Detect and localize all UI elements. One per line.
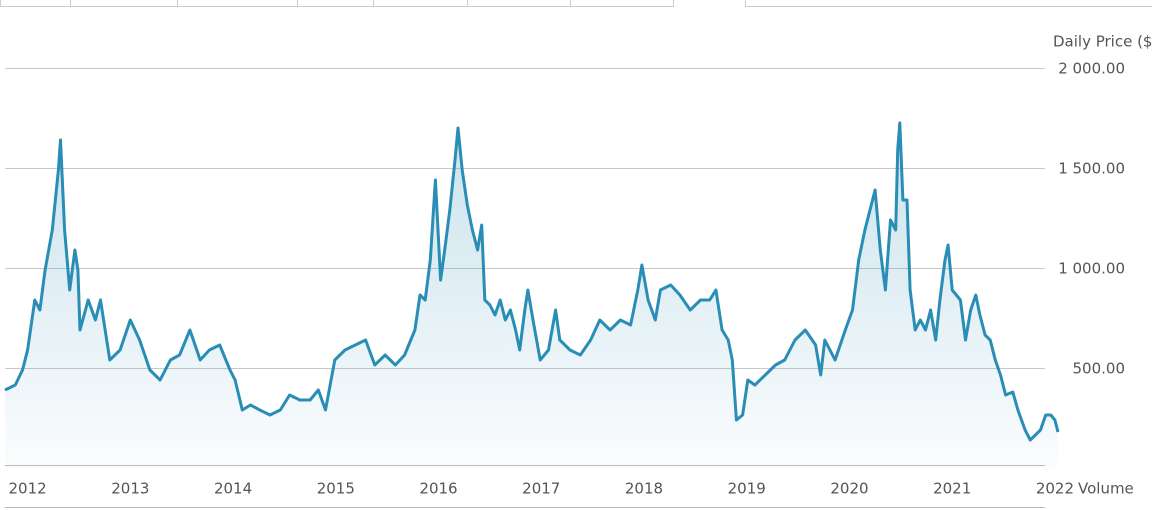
x-tick-label: 2017 <box>522 480 560 498</box>
volume-label: Volume <box>1078 480 1134 498</box>
y-tick-label: 1 500.00 <box>1058 160 1125 178</box>
x-tick-label: 2012 <box>9 480 47 498</box>
x-tick-label: 2014 <box>214 480 252 498</box>
y-tick-label: 2 000.00 <box>1058 60 1125 78</box>
y-axis-title: Daily Price ($) <box>1053 33 1152 51</box>
x-tick-label: 2022 <box>1036 480 1074 498</box>
top-tabs <box>0 0 1152 7</box>
x-tick-label: 2015 <box>317 480 355 498</box>
x-tick-label: 2020 <box>830 480 868 498</box>
x-tick-label: 2021 <box>933 480 971 498</box>
x-tick-label: 2013 <box>111 480 149 498</box>
x-tick-label: 2016 <box>419 480 457 498</box>
y-tick-label: 1 000.00 <box>1058 260 1125 278</box>
x-tick-label: 2018 <box>625 480 663 498</box>
area-fill <box>5 123 1058 468</box>
price-line <box>4 121 1060 442</box>
x-tick-label: 2019 <box>728 480 766 498</box>
y-tick-label: 500.00 <box>1073 360 1126 378</box>
